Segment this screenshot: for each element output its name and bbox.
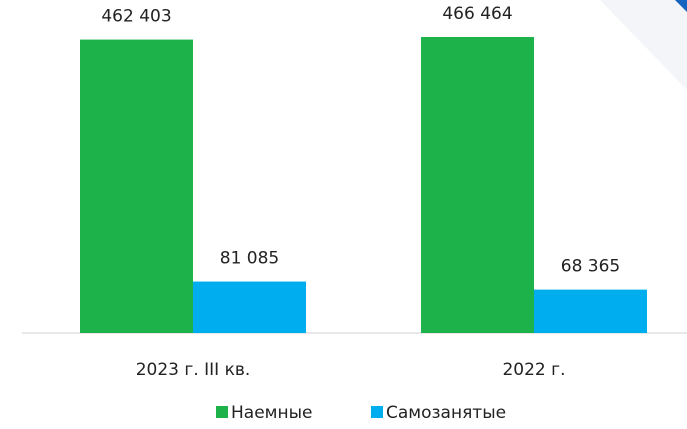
x-tick-label: 2022 г. [502,360,565,380]
corner-accent [675,0,687,12]
legend-label: Наемные [231,403,312,423]
legend-label: Самозанятые [386,403,506,423]
legend-swatch [371,406,383,418]
value-label: 68 365 [561,257,620,277]
value-label: 466 464 [442,4,512,24]
value-label: 81 085 [220,249,279,269]
bar [193,281,306,333]
bar [534,289,647,333]
corner-decoration [600,0,687,90]
bar [80,39,193,333]
x-tick-label: 2023 г. III кв. [136,360,251,380]
legend-swatch [216,406,228,418]
value-label: 462 403 [101,7,171,27]
bar [421,37,534,333]
